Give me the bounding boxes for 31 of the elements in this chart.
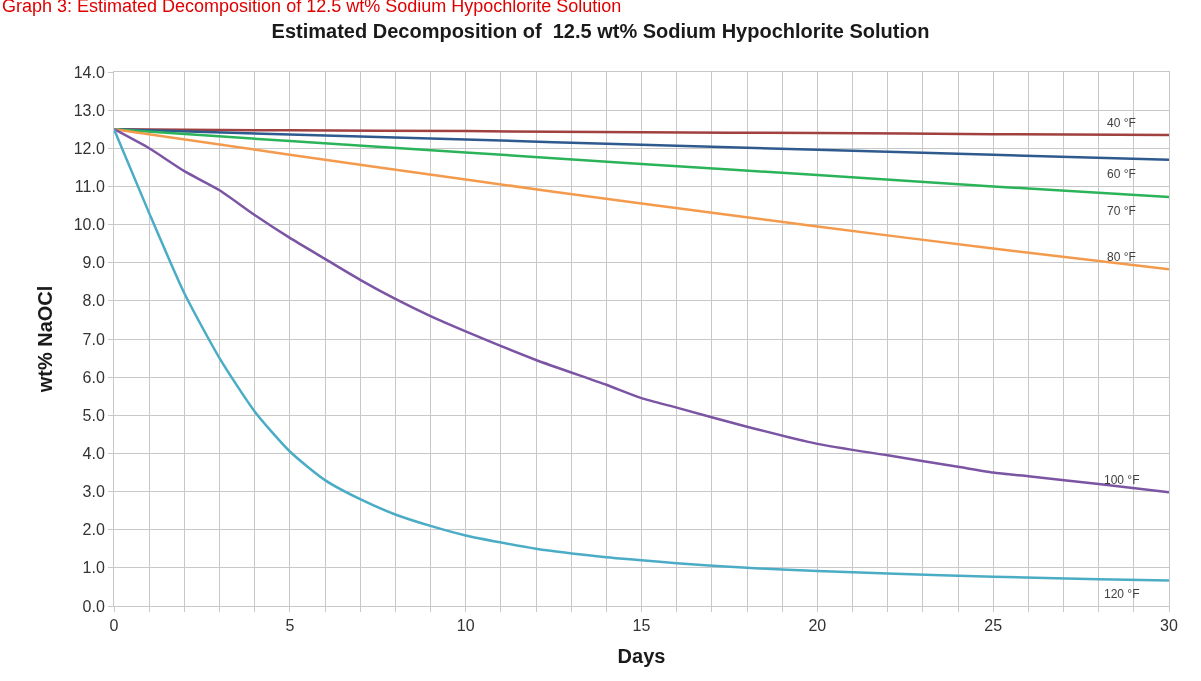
y-tick-label: 0.0 [82,597,105,615]
y-tick-label: 10.0 [73,216,105,234]
y-tick-label: 8.0 [82,292,105,310]
x-tick-label: 20 [808,617,827,635]
series-label: 70 °F [1107,204,1136,218]
y-tick-label: 2.0 [82,521,105,539]
y-tick-label: 6.0 [82,368,105,386]
series-label: 60 °F [1107,167,1136,181]
x-tick-label: 0 [109,617,119,635]
x-axis-title: Days [617,644,666,667]
y-axis-title: wt% NaOCl [34,285,57,394]
x-tick-label: 10 [456,617,475,635]
series-label: 40 °F [1107,116,1136,130]
series-label: 100 °F [1104,473,1140,487]
y-tick-label: 1.0 [82,559,105,577]
x-tick-label: 5 [285,617,295,635]
y-tick-label: 3.0 [82,483,105,501]
y-tick-label: 5.0 [82,406,105,424]
series-label: 120 °F [1104,587,1140,601]
x-tick-label: 25 [984,617,1003,635]
y-tick-label: 13.0 [73,101,105,119]
y-tick-label: 11.0 [74,178,105,196]
series-label: 80 °F [1107,250,1136,264]
y-tick-label: 7.0 [82,330,105,348]
y-tick-label: 4.0 [82,445,105,463]
chart-title: Estimated Decomposition of 12.5 wt% Sodium Hypochlorite Solution [271,19,930,42]
y-tick-label: 14.0 [73,63,105,81]
y-tick-label: 12.0 [73,139,105,157]
x-tick-label: 30 [1160,617,1178,635]
y-tick-label: 9.0 [82,254,105,272]
x-tick-label: 15 [632,617,651,635]
